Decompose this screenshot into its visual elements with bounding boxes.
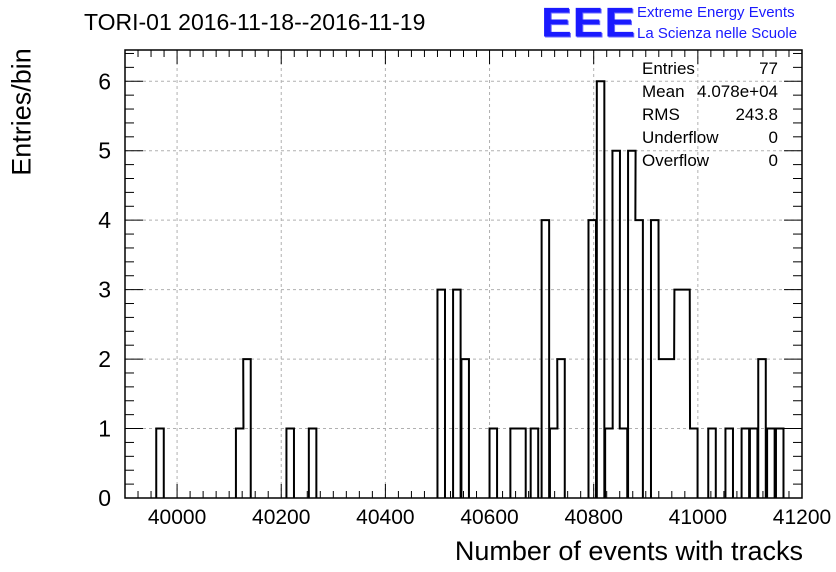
y-axis-label: Entries/bin <box>6 48 37 176</box>
stats-name: RMS <box>642 105 680 124</box>
histogram-bin <box>674 290 682 498</box>
histogram-bin <box>725 429 733 498</box>
histogram-bin <box>286 429 294 498</box>
histogram-bin <box>156 429 164 498</box>
stats-value: 243.8 <box>735 105 778 124</box>
stats-name: Mean <box>642 82 685 101</box>
histogram-bin <box>518 429 526 498</box>
y-tick-label: 3 <box>98 277 111 303</box>
histogram-bin <box>708 429 716 498</box>
x-axis-label: Number of events with tracks <box>454 536 803 566</box>
y-tick-label: 0 <box>98 485 111 511</box>
stats-value: 0 <box>768 128 778 147</box>
histogram-bin <box>309 429 317 498</box>
histogram-bars <box>155 80 785 498</box>
histogram-bin <box>605 429 613 498</box>
histogram-bin <box>682 290 690 498</box>
stats-value: 4.078e+04 <box>697 82 778 101</box>
x-tick-label: 40600 <box>460 506 518 529</box>
y-tick-label: 4 <box>98 207 111 233</box>
logo-text-line2: La Scienza nelle Scuole <box>637 25 798 42</box>
histogram-bin <box>453 290 461 498</box>
stats-name: Overflow <box>642 151 710 170</box>
stats-value: 77 <box>759 59 778 78</box>
histogram-bin <box>767 429 775 498</box>
histogram-outline <box>155 80 785 498</box>
x-tick-label: 40400 <box>356 506 414 529</box>
histogram-bin <box>620 429 628 498</box>
histogram-bin <box>690 429 698 498</box>
histogram-bin <box>437 290 445 498</box>
x-tick-label: 40800 <box>564 506 622 529</box>
y-tick-label: 5 <box>98 138 111 164</box>
histogram-bin <box>510 429 518 498</box>
histogram-bin <box>531 429 539 498</box>
y-tick-label: 2 <box>98 346 111 372</box>
stats-name: Entries <box>642 59 695 78</box>
histogram-bin <box>742 429 750 498</box>
histogram-bin <box>550 429 558 498</box>
y-tick-label: 6 <box>98 68 111 94</box>
stats-name: Underflow <box>642 128 719 147</box>
histogram-bin <box>750 429 758 498</box>
stats-value: 0 <box>768 151 778 170</box>
y-tick-label: 1 <box>98 416 111 442</box>
histogram-bin <box>776 429 784 498</box>
tick-labels: 40000 40200 40400 40600 40800 41000 41200 0 1 2 3 4… <box>98 68 831 529</box>
logo-text-line1: Extreme Energy Events <box>637 4 795 21</box>
x-tick-label: 41200 <box>773 506 831 529</box>
x-tick-label: 40000 <box>148 506 206 529</box>
plot-frame <box>124 49 803 499</box>
axis-ticks <box>124 50 803 499</box>
chart-title: TORI-01 2016-11-18--2016-11-19 <box>84 9 426 35</box>
plot-border <box>124 49 803 499</box>
histogram-bin <box>236 429 244 498</box>
histogram-bin <box>490 429 498 498</box>
grid-lines <box>125 50 802 498</box>
x-tick-label: 41000 <box>669 506 727 529</box>
eee-logo-mark: EEE <box>541 0 637 46</box>
x-tick-label: 40200 <box>252 506 310 529</box>
